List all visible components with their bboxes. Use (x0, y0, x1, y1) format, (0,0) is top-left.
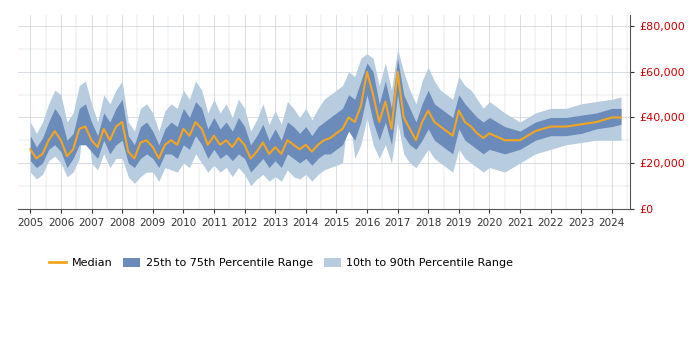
Legend: Median, 25th to 75th Percentile Range, 10th to 90th Percentile Range: Median, 25th to 75th Percentile Range, 1… (45, 254, 517, 273)
